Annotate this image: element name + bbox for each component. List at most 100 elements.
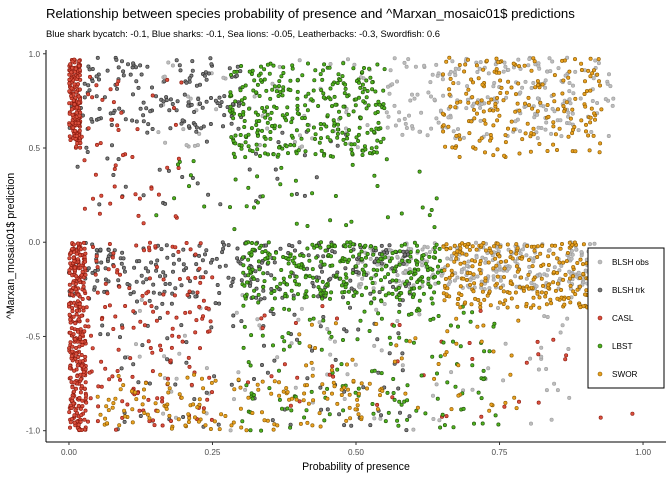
point-blsh-obs (204, 366, 209, 371)
point-swor (117, 423, 122, 428)
point-lbst (343, 272, 348, 277)
point-casl (70, 305, 75, 310)
point-blsh-obs (402, 60, 407, 65)
point-swor (478, 271, 483, 276)
point-swor (432, 376, 437, 381)
point-swor (495, 96, 500, 101)
point-lbst (274, 89, 279, 94)
point-blsh-obs (166, 60, 171, 65)
point-casl (131, 309, 136, 314)
point-lbst (372, 296, 377, 301)
point-blsh-obs (456, 67, 461, 72)
point-swor (455, 100, 460, 105)
point-blsh-obs (583, 268, 588, 273)
point-blsh-obs (428, 94, 433, 99)
point-casl (76, 121, 81, 126)
point-lbst (371, 267, 376, 272)
point-blsh-trk (235, 64, 240, 69)
point-blsh-trk (271, 311, 276, 316)
point-swor (355, 397, 360, 402)
point-blsh-trk (146, 122, 151, 127)
point-lbst (254, 90, 259, 95)
point-blsh-trk (170, 102, 175, 107)
point-lbst (341, 279, 346, 284)
point-lbst (425, 264, 430, 269)
point-blsh-obs (177, 351, 182, 356)
point-blsh-obs (406, 57, 411, 62)
point-lbst (233, 133, 238, 138)
point-casl (479, 414, 484, 419)
point-lbst (233, 177, 238, 182)
point-blsh-trk (136, 380, 141, 385)
point-swor (103, 416, 108, 421)
point-swor (475, 100, 480, 105)
point-lbst (383, 255, 388, 260)
point-blsh-obs (539, 354, 544, 359)
point-swor (501, 289, 506, 294)
point-lbst (263, 256, 268, 261)
point-lbst (480, 421, 485, 426)
point-lbst (343, 285, 348, 290)
point-lbst (432, 290, 437, 295)
point-swor (498, 244, 503, 249)
point-blsh-trk (254, 151, 259, 156)
point-blsh-obs (518, 251, 523, 256)
point-lbst (318, 122, 323, 127)
point-swor (514, 251, 519, 256)
point-swor (302, 391, 307, 396)
point-lbst (387, 335, 392, 340)
point-swor (528, 305, 533, 310)
point-swor (579, 118, 584, 123)
point-lbst (451, 425, 456, 430)
point-casl (77, 128, 82, 133)
point-lbst (249, 126, 254, 131)
point-blsh-trk (139, 273, 144, 278)
point-swor (501, 98, 506, 103)
point-casl (70, 112, 75, 117)
point-swor (122, 408, 127, 413)
point-swor (528, 149, 533, 154)
point-blsh-trk (131, 362, 136, 367)
point-casl (288, 403, 293, 408)
point-blsh-obs (478, 105, 483, 110)
point-swor (179, 395, 184, 400)
point-lbst (272, 84, 277, 89)
point-swor (489, 402, 494, 407)
point-blsh-trk (202, 73, 207, 78)
point-casl (193, 330, 198, 335)
point-casl (80, 269, 85, 274)
point-casl (72, 82, 77, 87)
point-lbst (172, 196, 177, 201)
point-blsh-obs (486, 274, 491, 279)
point-blsh-obs (400, 132, 405, 137)
point-swor (513, 290, 518, 295)
point-blsh-obs (535, 96, 540, 101)
point-blsh-trk (95, 278, 100, 283)
point-lbst (432, 245, 437, 250)
point-casl (67, 81, 72, 86)
point-lbst (256, 292, 261, 297)
point-blsh-trk (349, 423, 354, 428)
point-casl (210, 390, 215, 395)
point-blsh-trk (252, 376, 257, 381)
point-lbst (263, 115, 268, 120)
point-swor (311, 398, 316, 403)
point-casl (103, 281, 108, 286)
point-lbst (411, 292, 416, 297)
point-blsh-trk (230, 280, 235, 285)
point-blsh-trk (181, 247, 186, 252)
point-casl (73, 337, 78, 342)
point-blsh-trk (238, 69, 243, 74)
point-blsh-trk (105, 156, 110, 161)
point-swor (512, 395, 517, 400)
point-lbst (232, 155, 237, 160)
point-swor (329, 368, 334, 373)
point-blsh-obs (535, 136, 540, 141)
point-lbst (257, 267, 262, 272)
point-blsh-obs (275, 355, 280, 360)
point-casl (94, 254, 99, 259)
point-swor (592, 111, 597, 116)
point-blsh-obs (491, 277, 496, 282)
point-lbst (241, 255, 246, 260)
point-swor (494, 67, 499, 72)
